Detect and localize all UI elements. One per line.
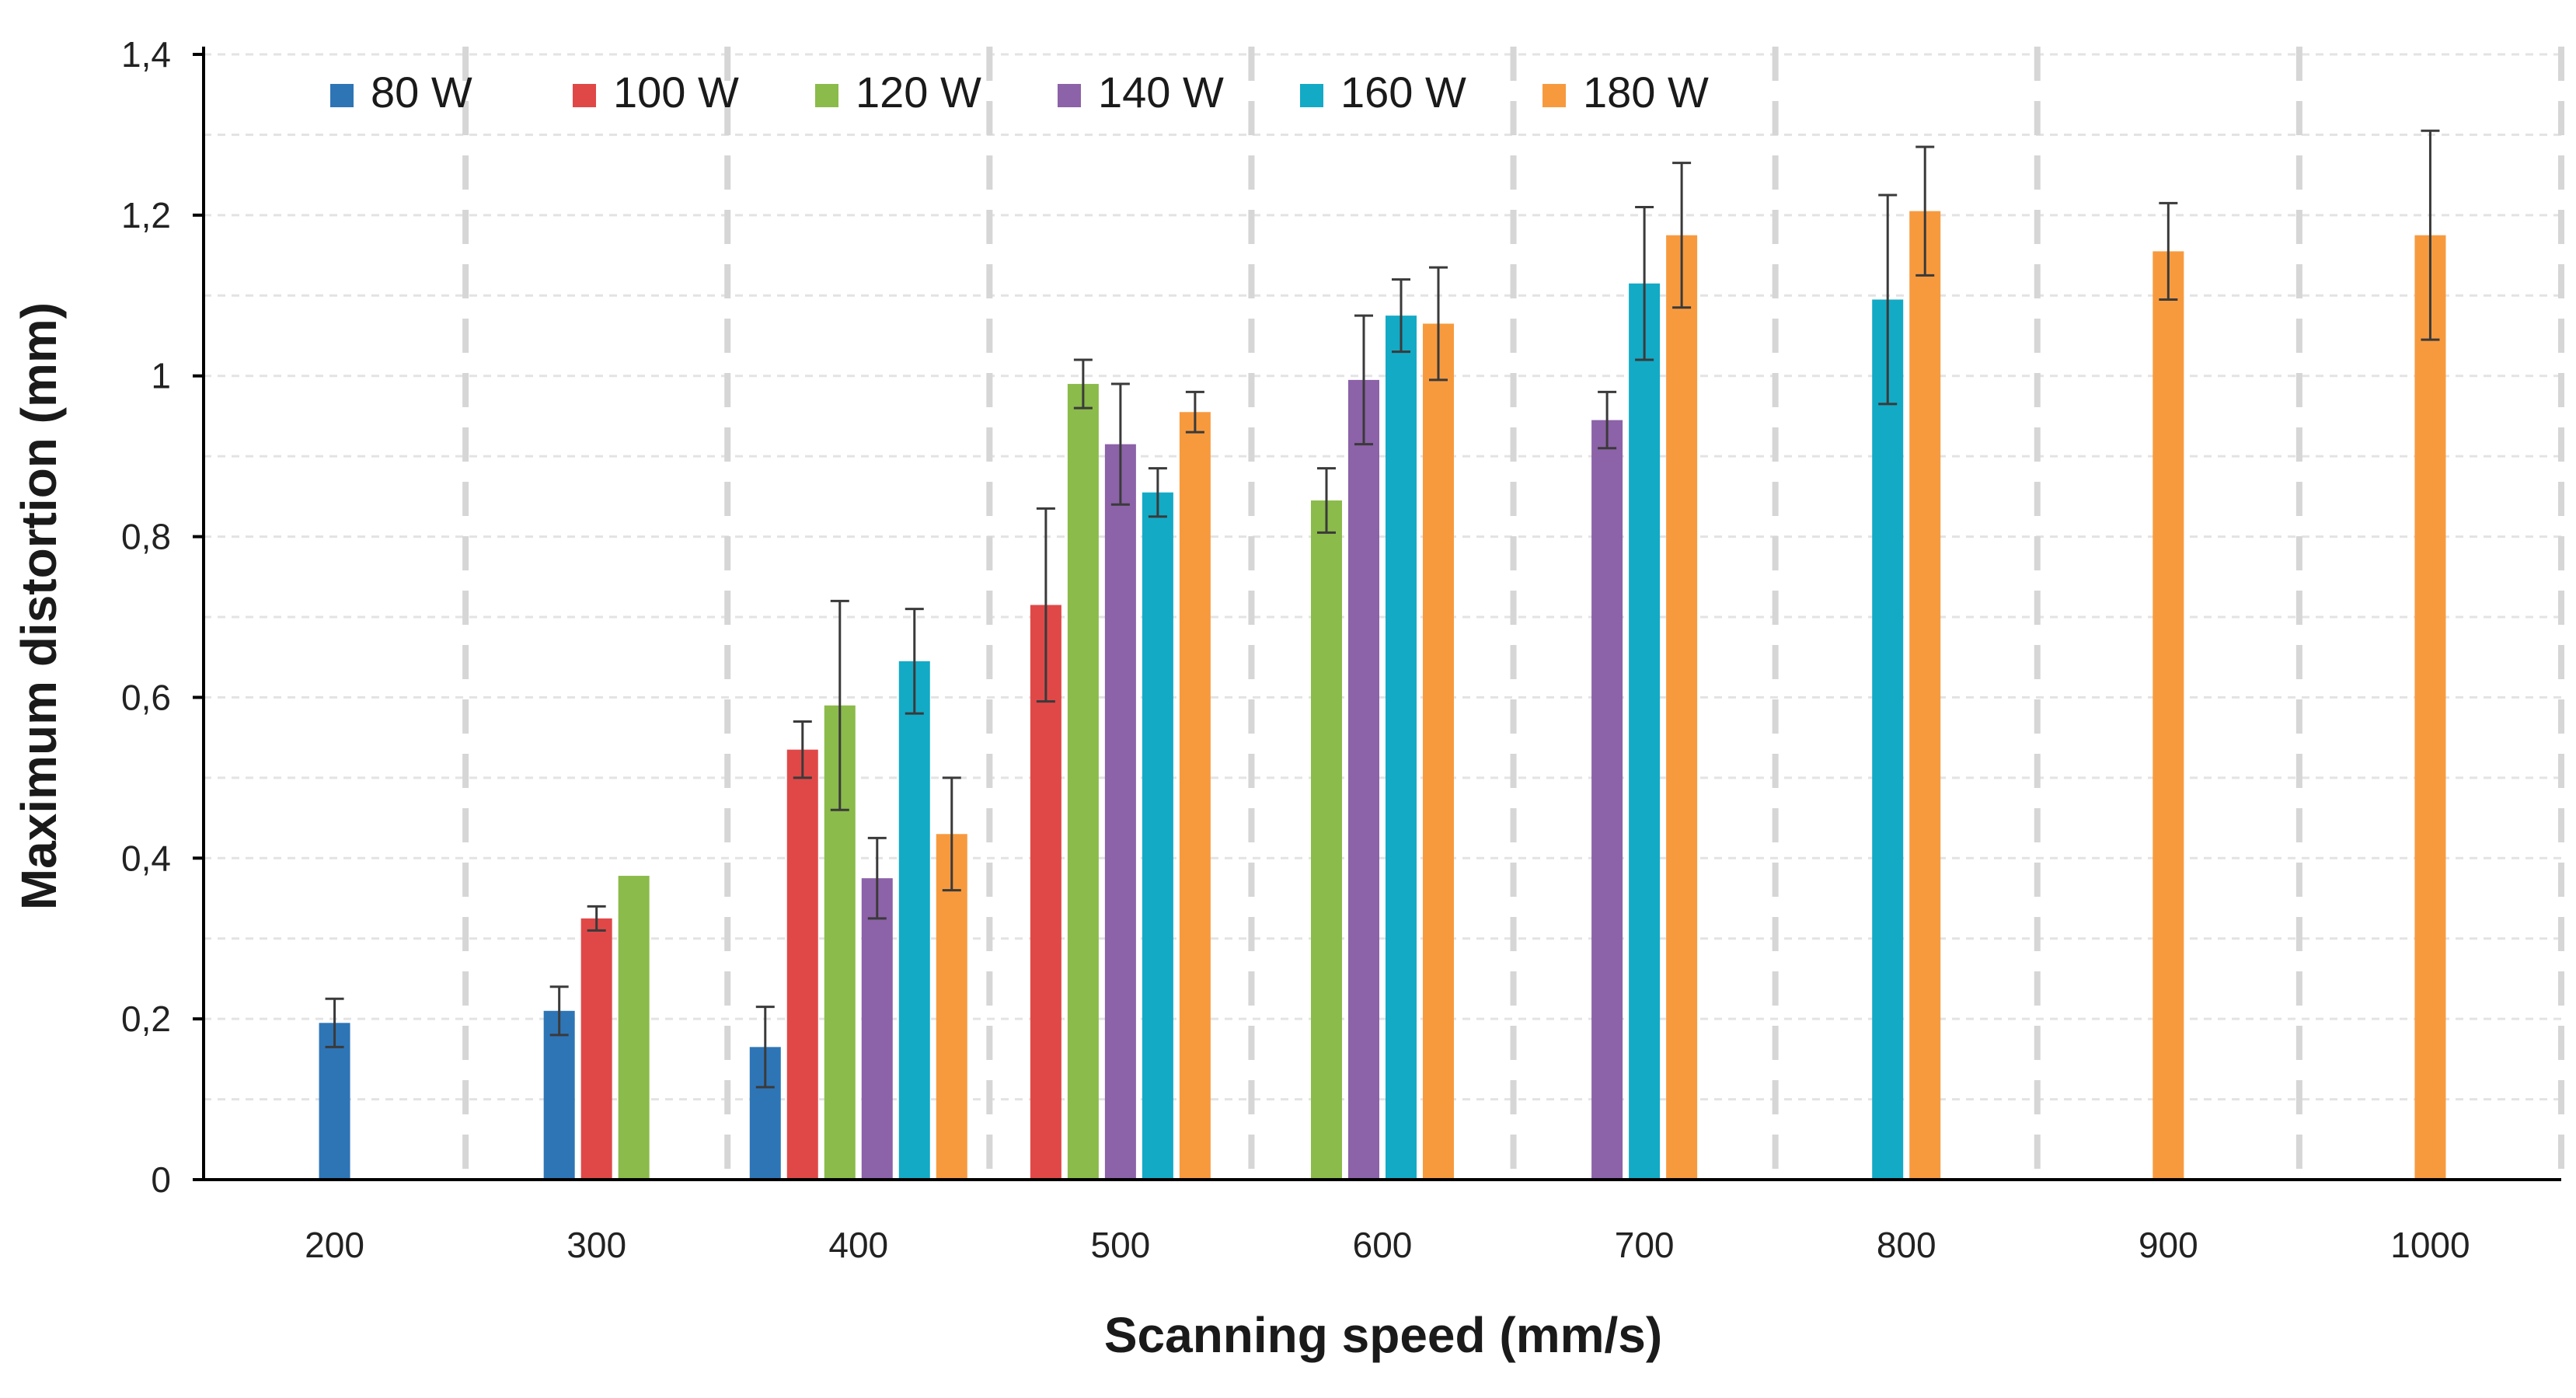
- error-bars-layer: [325, 129, 2440, 1089]
- x-tick-label: 800: [1877, 1225, 1936, 1265]
- grid-layer: [204, 47, 2564, 1180]
- y-tick-label: 0,8: [121, 517, 171, 557]
- y-tick-label: 1,2: [121, 195, 171, 235]
- bar-160w-400: [898, 661, 930, 1180]
- bar-120w-500: [1067, 384, 1099, 1180]
- tick-labels-layer: 200 300 400 500 600 700 800 900 1000 0 0,2 0,4 0,6 0,…: [121, 34, 2470, 1265]
- x-tick-label: 900: [2139, 1225, 2198, 1265]
- legend-swatch-180w: [1542, 84, 1566, 107]
- x-axis-title: Scanning speed (mm/s): [1104, 1307, 1662, 1363]
- bar-160w-500: [1142, 492, 1173, 1180]
- legend-swatch-80w: [330, 84, 354, 107]
- bar-180w-900: [2152, 251, 2184, 1180]
- legend: 80 W 100 W 120 W 140 W 160 W 180 W: [330, 68, 1709, 117]
- legend-swatch-140w: [1058, 84, 1081, 107]
- x-tick-label: 200: [305, 1225, 364, 1265]
- bar-120w-300: [618, 876, 650, 1180]
- legend-label-140w: 140 W: [1098, 68, 1224, 117]
- bar-140w-600: [1348, 379, 1379, 1180]
- y-tick-label: 1,4: [121, 34, 171, 75]
- bar-180w-500: [1179, 412, 1211, 1180]
- bar-140w-700: [1591, 420, 1623, 1180]
- legend-swatch-160w: [1300, 84, 1323, 107]
- x-tick-label: 600: [1353, 1225, 1413, 1265]
- bar-180w-800: [1909, 211, 1941, 1180]
- legend-label-120w: 120 W: [856, 68, 981, 117]
- y-tick-label: 0,4: [121, 838, 171, 878]
- axes-layer: [193, 47, 2561, 1181]
- legend-label-180w: 180 W: [1583, 68, 1709, 117]
- legend-swatch-120w: [815, 84, 838, 107]
- bar-140w-500: [1104, 444, 1136, 1180]
- bar-120w-600: [1311, 500, 1342, 1180]
- bar-160w-800: [1872, 299, 1904, 1180]
- x-tick-label: 500: [1091, 1225, 1151, 1265]
- bar-80w-200: [319, 1023, 350, 1180]
- bar-180w-700: [1666, 235, 1698, 1180]
- legend-label-80w: 80 W: [371, 68, 472, 117]
- bar-100w-300: [580, 918, 612, 1180]
- bar-180w-600: [1423, 323, 1454, 1180]
- bar-180w-400: [936, 834, 967, 1180]
- y-tick-label: 1: [151, 356, 171, 396]
- bar-80w-300: [543, 1010, 575, 1180]
- y-tick-label: 0,6: [121, 677, 171, 717]
- y-tick-label: 0: [151, 1159, 171, 1200]
- bar-160w-700: [1629, 283, 1661, 1180]
- legend-swatch-100w: [573, 84, 596, 107]
- y-tick-label: 0,2: [121, 999, 171, 1039]
- x-tick-label: 1000: [2390, 1225, 2470, 1265]
- bar-180w-1000: [2414, 235, 2446, 1180]
- bar-100w-400: [786, 749, 818, 1180]
- bar-160w-600: [1386, 316, 1417, 1180]
- x-tick-label: 300: [566, 1225, 626, 1265]
- bars-layer: [319, 211, 2446, 1180]
- legend-label-160w: 160 W: [1340, 68, 1466, 117]
- legend-label-100w: 100 W: [613, 68, 739, 117]
- bar-140w-400: [861, 878, 893, 1180]
- y-axis-title: Maximum distortion (mm): [11, 302, 67, 910]
- x-tick-label: 700: [1615, 1225, 1675, 1265]
- x-tick-label: 400: [828, 1225, 888, 1265]
